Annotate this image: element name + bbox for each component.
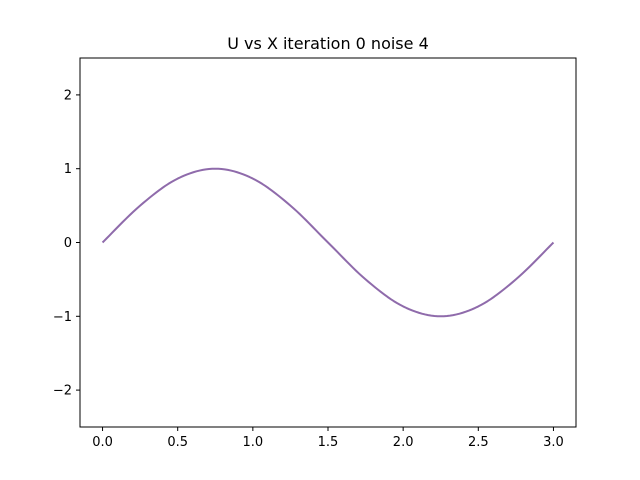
x-tick-label: 0.0 <box>92 435 113 450</box>
y-tick-label: −1 <box>53 310 72 325</box>
x-tick-label: 2.5 <box>468 435 489 450</box>
y-tick-label: 0 <box>64 236 72 251</box>
y-tick-label: 2 <box>64 88 72 103</box>
x-tick-label: 1.0 <box>243 435 264 450</box>
x-tick-label: 3.0 <box>543 435 564 450</box>
axes-frame <box>79 57 577 428</box>
y-tick-label: 1 <box>64 162 72 177</box>
x-tick-label: 0.5 <box>167 435 188 450</box>
y-tick-label: −2 <box>53 384 72 399</box>
x-axis: 0.0 0.5 1.0 1.5 2.0 2.5 3.0 <box>92 427 564 450</box>
x-tick-label: 1.5 <box>318 435 339 450</box>
y-axis: −2 −1 0 1 2 <box>53 88 80 399</box>
series-layer <box>101 167 555 318</box>
x-tick-label: 2.0 <box>393 435 414 450</box>
series-line-0 <box>101 167 555 318</box>
chart-title: U vs X iteration 0 noise 4 <box>227 34 429 53</box>
